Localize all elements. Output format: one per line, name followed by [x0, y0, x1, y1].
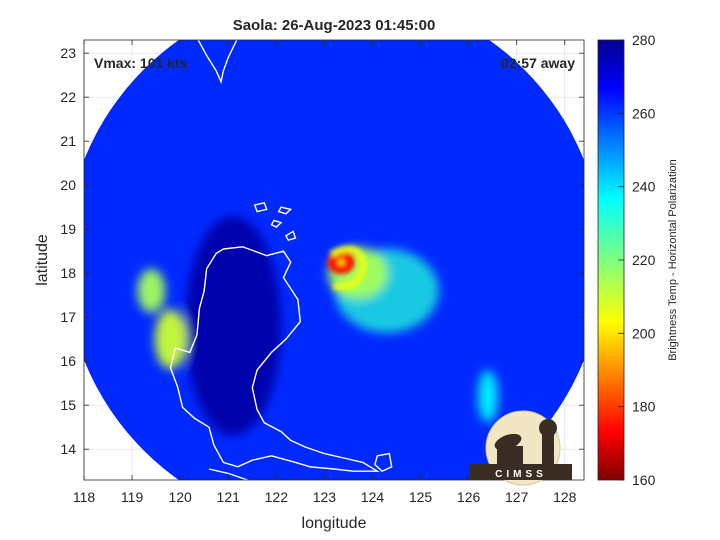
colorbar-tick-label: 200 — [632, 325, 656, 341]
x-tick-label: 118 — [73, 489, 96, 505]
y-tick-label: 18 — [60, 265, 76, 281]
y-tick-label: 23 — [60, 45, 76, 61]
x-axis-label: longitude — [302, 515, 367, 532]
colorbar-tick-label: 260 — [632, 105, 656, 121]
time-away-annotation: 02:57 away — [501, 55, 575, 71]
eyewall-spiral — [329, 245, 367, 291]
y-tick-label: 17 — [60, 309, 76, 325]
colorbar: 160 180 200 220 240 260 280 Brightness Temp - … — [597, 32, 679, 488]
tower-icon — [542, 428, 554, 466]
vmax-annotation: Vmax: 101 kts — [94, 55, 188, 71]
x-tick-label: 122 — [265, 489, 289, 505]
x-tick-label: 128 — [553, 489, 577, 505]
svg-text:CIMSS: CIMSS — [495, 469, 547, 480]
y-tick-labels: 14 15 16 17 18 19 20 21 22 23 — [60, 45, 76, 457]
x-tick-label: 123 — [313, 489, 337, 505]
east-convection-blob — [477, 370, 498, 423]
luzon-land-blob — [185, 216, 282, 436]
y-tick-label: 21 — [60, 133, 76, 149]
colorbar-tick-label: 280 — [632, 32, 656, 48]
coastline — [169, 40, 393, 480]
x-tick-label: 121 — [217, 489, 241, 505]
babuyan-island-coastline — [284, 230, 297, 242]
mindoro-coastline — [208, 468, 249, 480]
colorbar-tick-label: 220 — [632, 252, 656, 268]
y-tick-label: 14 — [60, 441, 76, 457]
x-tick-label: 125 — [409, 489, 433, 505]
babuyan-island-coastline — [277, 206, 293, 215]
y-tick-label: 15 — [60, 397, 76, 413]
x-tick-label: 127 — [505, 489, 529, 505]
swath-image — [84, 40, 584, 480]
colorbar-label: Brightness Temp - Horizontal Polarizatio… — [667, 159, 679, 361]
axis-ticks — [83, 40, 584, 480]
luzon-west-coast-convection-blob — [154, 309, 187, 370]
babuyan-island-coastline — [253, 201, 268, 213]
axes-frame — [83, 39, 585, 481]
x-tick-label: 126 — [457, 489, 481, 505]
y-axis-label: latitude — [34, 234, 51, 286]
y-tick-label: 16 — [60, 353, 76, 369]
colorbar-tick-label: 160 — [632, 472, 656, 488]
babuyan-island-coastline — [270, 219, 283, 228]
luzon-coastline — [169, 246, 380, 472]
eye-marker — [338, 259, 345, 266]
colorbar-tick-label: 240 — [632, 179, 656, 195]
chart-title: Saola: 26-Aug-2023 01:45:00 — [233, 17, 436, 34]
y-tick-label: 22 — [60, 89, 76, 105]
x-tick-label: 124 — [361, 489, 385, 505]
taiwan-coastline — [197, 40, 238, 85]
catanduanes-coastline — [374, 452, 393, 473]
x-tick-label: 120 — [168, 489, 192, 505]
y-tick-label: 19 — [60, 221, 76, 237]
y-tick-label: 20 — [60, 177, 76, 193]
luzon-northwest-convection-blob — [137, 268, 166, 313]
cimss-logo: CIMSS — [470, 410, 572, 486]
colorbar-tick-label: 180 — [632, 399, 656, 415]
x-tick-label: 119 — [121, 489, 144, 505]
colorbar-tick-labels: 160 180 200 220 240 260 280 — [618, 32, 656, 488]
x-tick-labels: 118 119 120 121 122 123 124 125 126 127 128 — [73, 489, 577, 505]
